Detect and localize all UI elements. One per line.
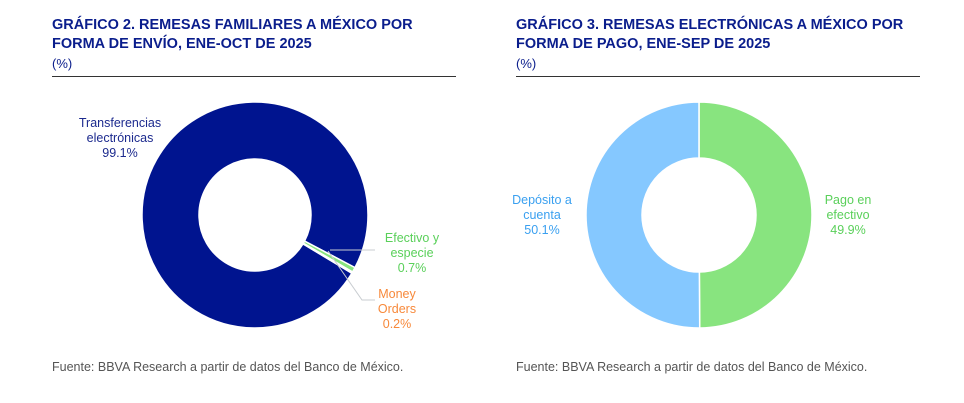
- label-transferencias: Transferencias electrónicas 99.1%: [78, 116, 162, 160]
- chart-2-unit: (%): [52, 56, 73, 71]
- chart-3-title: GRÁFICO 3. REMESAS ELECTRÓNICAS A MÉXICO…: [516, 16, 920, 77]
- chart-3-panel: GRÁFICO 3. REMESAS ELECTRÓNICAS A MÉXICO…: [512, 0, 926, 403]
- leader-line-money-orders: [327, 250, 375, 301]
- slice-money-orders: [301, 242, 354, 275]
- chart-3-unit: (%): [516, 56, 537, 71]
- label-money-orders: Money Orders 0.2%: [377, 287, 417, 331]
- label-pago-efectivo: Pago en efectivo 49.9%: [824, 193, 872, 237]
- chart-2-panel: GRÁFICO 2. REMESAS FAMILIARES A MÉXICO P…: [52, 0, 462, 403]
- label-deposito: Depósito a cuenta 50.1%: [512, 193, 572, 237]
- slice-transferencias-electr-nicas: [141, 101, 369, 329]
- slice-pago-en-efectivo: [698, 101, 813, 329]
- chart-3-donut: [585, 101, 813, 329]
- slice-dep-sito-a-cuenta: [585, 101, 701, 329]
- chart-2-donut: [141, 101, 375, 329]
- chart-3-source: Fuente: BBVA Research a partir de datos …: [516, 360, 868, 374]
- label-efectivo: Efectivo y especie 0.7%: [384, 231, 440, 275]
- chart-2-source: Fuente: BBVA Research a partir de datos …: [52, 360, 404, 374]
- chart-2-title: GRÁFICO 2. REMESAS FAMILIARES A MÉXICO P…: [52, 16, 456, 77]
